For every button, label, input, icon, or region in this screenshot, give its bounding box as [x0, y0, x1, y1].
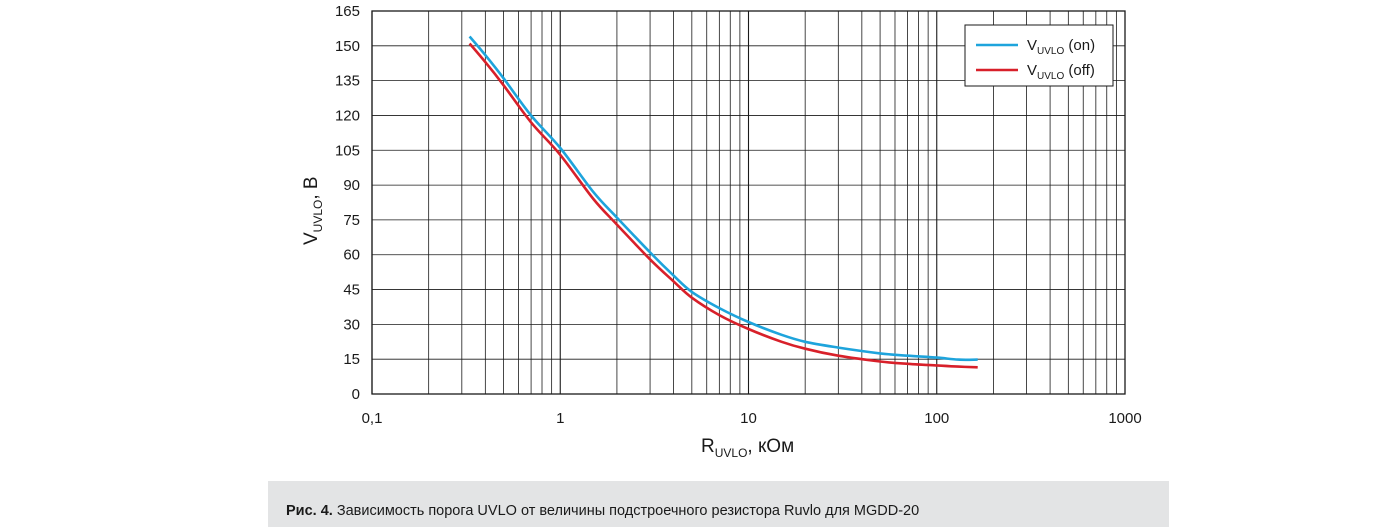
x-tick-label: 100 [924, 410, 949, 427]
y-tick-label: 45 [343, 282, 360, 299]
y-tick-label: 150 [335, 38, 360, 55]
y-tick-label: 0 [352, 386, 360, 403]
caption-text: Зависимость порога UVLO от величины подс… [332, 503, 920, 519]
caption-prefix: Рис. 4. [286, 503, 333, 519]
y-axis-label: VUVLO, В [301, 176, 325, 245]
figure-caption: Рис. 4. Зависимость порога UVLO от велич… [286, 503, 919, 519]
legend: VUVLO (on) VUVLO (off) [964, 24, 1114, 87]
y-tick-label: 75 [343, 212, 360, 229]
y-tick-labels: 0 15 30 45 60 75 90 105 120 135 150 165 [335, 3, 360, 403]
x-tick-label: 1 [556, 410, 564, 427]
y-tick-label: 120 [335, 107, 360, 124]
series-line-off [468, 42, 978, 369]
y-tick-label: 135 [335, 73, 360, 90]
x-tick-label: 1000 [1108, 410, 1141, 427]
legend-entry-off: VUVLO (off) [1027, 62, 1095, 82]
plot-frame [371, 10, 1126, 395]
y-tick-label: 30 [343, 316, 360, 333]
y-tick-label: 15 [343, 351, 360, 368]
uvlo-chart: 0,1 1 10 100 1000 0 15 30 45 60 75 90 105 120 135 150 1… [301, 3, 1142, 460]
legend-entry-on: VUVLO (on) [1027, 37, 1095, 57]
y-tick-label: 60 [343, 247, 360, 264]
legend-box [964, 24, 1114, 87]
x-axis-label: RUVLO, кОм [701, 436, 794, 460]
x-tick-label: 0,1 [362, 410, 383, 427]
y-tick-label: 165 [335, 3, 360, 20]
y-tick-label: 105 [335, 142, 360, 159]
x-tick-label: 10 [740, 410, 757, 427]
x-tick-labels: 0,1 1 10 100 1000 [362, 410, 1142, 427]
series-line-on [468, 35, 978, 362]
series-layer [468, 35, 978, 369]
y-tick-label: 90 [343, 177, 360, 194]
caption-bar: Рис. 4. Зависимость порога UVLO от велич… [268, 481, 1169, 527]
